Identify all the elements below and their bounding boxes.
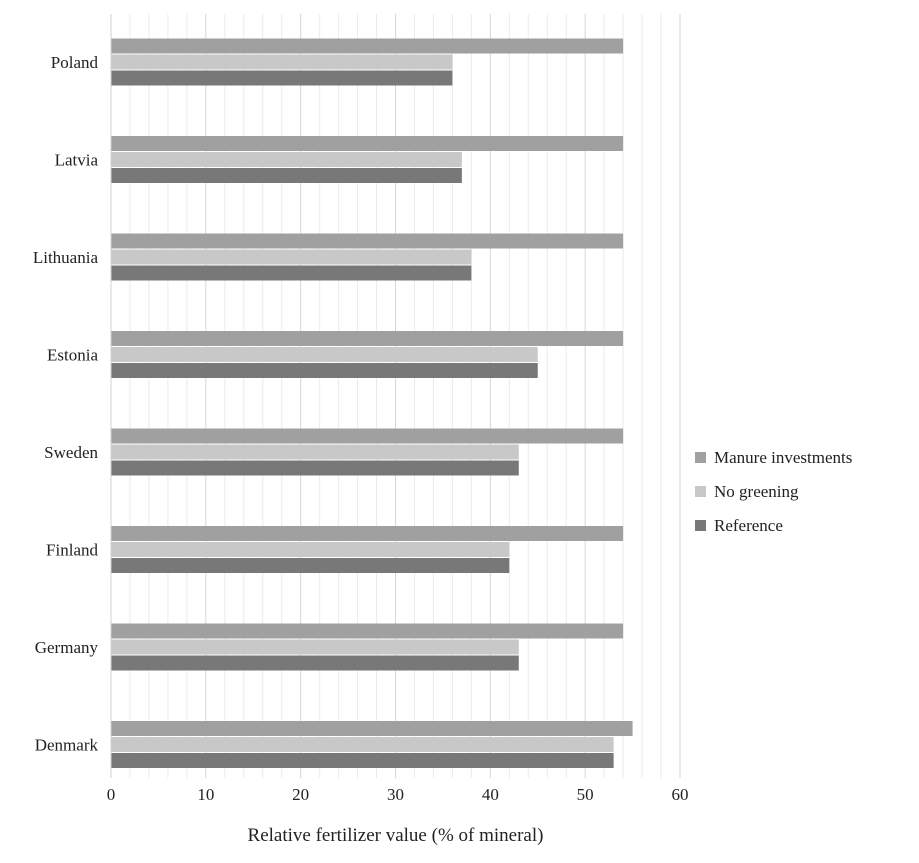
bar-finland-reference bbox=[111, 558, 510, 573]
legend-swatch bbox=[695, 486, 706, 497]
bars bbox=[111, 38, 633, 768]
bar-denmark-no-greening bbox=[111, 737, 614, 752]
x-tick-label: 60 bbox=[672, 785, 689, 804]
x-tick-label: 0 bbox=[107, 785, 116, 804]
category-label: Sweden bbox=[44, 443, 98, 462]
category-label: Lithuania bbox=[33, 248, 99, 267]
bar-lithuania-reference bbox=[111, 265, 472, 281]
bar-sweden-reference bbox=[111, 460, 519, 476]
legend: Manure investments No greening Reference bbox=[695, 448, 852, 535]
bar-lithuania-manure-investments bbox=[111, 233, 624, 249]
x-tick-labels: 0 10 20 30 40 50 60 bbox=[107, 785, 689, 804]
legend-label: No greening bbox=[714, 482, 799, 501]
bar-poland-no-greening bbox=[111, 54, 453, 70]
bar-sweden-manure-investments bbox=[111, 428, 624, 444]
x-axis-title: Relative fertilizer value (% of mineral) bbox=[248, 825, 544, 846]
category-label: Latvia bbox=[55, 151, 99, 170]
bar-estonia-no-greening bbox=[111, 347, 538, 362]
bar-germany-no-greening bbox=[111, 639, 519, 655]
legend-label: Reference bbox=[714, 516, 783, 535]
x-tick-label: 50 bbox=[577, 785, 594, 804]
category-label: Denmark bbox=[35, 736, 99, 755]
category-label: Poland bbox=[51, 53, 99, 72]
category-labels: Poland Latvia Lithuania Estonia Sweden Finlan… bbox=[33, 53, 99, 755]
bar-germany-reference bbox=[111, 655, 519, 671]
bar-finland-manure-investments bbox=[111, 526, 624, 541]
bar-sweden-no-greening bbox=[111, 444, 519, 460]
bar-lithuania-no-greening bbox=[111, 249, 472, 265]
x-tick-label: 10 bbox=[197, 785, 214, 804]
category-label: Germany bbox=[35, 638, 99, 657]
bar-latvia-no-greening bbox=[111, 152, 462, 167]
category-label: Estonia bbox=[47, 346, 98, 365]
legend-swatch bbox=[695, 452, 706, 463]
bar-latvia-reference bbox=[111, 168, 462, 183]
bar-poland-reference bbox=[111, 70, 453, 86]
bar-finland-no-greening bbox=[111, 542, 510, 557]
bar-estonia-reference bbox=[111, 363, 538, 378]
legend-swatch bbox=[695, 520, 706, 531]
legend-label: Manure investments bbox=[714, 448, 852, 467]
x-tick-label: 30 bbox=[387, 785, 404, 804]
x-tick-label: 40 bbox=[482, 785, 499, 804]
bar-germany-manure-investments bbox=[111, 623, 624, 639]
bar-latvia-manure-investments bbox=[111, 136, 624, 151]
x-tick-label: 20 bbox=[292, 785, 309, 804]
bar-denmark-manure-investments bbox=[111, 721, 633, 736]
bar-poland-manure-investments bbox=[111, 38, 624, 54]
bar-estonia-manure-investments bbox=[111, 331, 624, 346]
category-label: Finland bbox=[46, 541, 98, 560]
bar-denmark-reference bbox=[111, 753, 614, 768]
